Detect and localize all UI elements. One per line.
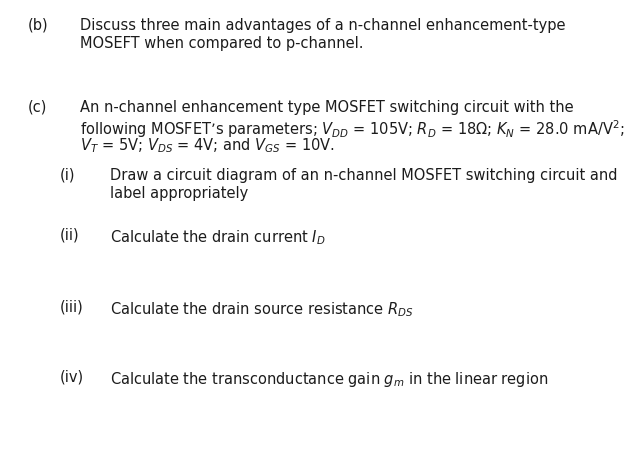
Text: Calculate the drain source resistance $R_{DS}$: Calculate the drain source resistance $R…	[110, 300, 413, 319]
Text: An n-channel enhancement type MOSFET switching circuit with the: An n-channel enhancement type MOSFET swi…	[80, 100, 574, 115]
Text: (i): (i)	[60, 168, 76, 183]
Text: MOSEFT when compared to p-channel.: MOSEFT when compared to p-channel.	[80, 36, 364, 51]
Text: Calculate the transconductance gain $g_m$ in the linear region: Calculate the transconductance gain $g_m…	[110, 370, 548, 389]
Text: label appropriately: label appropriately	[110, 186, 248, 201]
Text: (iv): (iv)	[60, 370, 84, 385]
Text: Discuss three main advantages of a n-channel enhancement-type: Discuss three main advantages of a n-cha…	[80, 18, 565, 33]
Text: Draw a circuit diagram of an n-channel MOSFET switching circuit and: Draw a circuit diagram of an n-channel M…	[110, 168, 618, 183]
Text: (c): (c)	[28, 100, 47, 115]
Text: $V_T$ = 5V; $V_{DS}$ = 4V; and $V_{GS}$ = 10V.: $V_T$ = 5V; $V_{DS}$ = 4V; and $V_{GS}$ …	[80, 136, 335, 155]
Text: (iii): (iii)	[60, 300, 84, 315]
Text: (ii): (ii)	[60, 228, 80, 243]
Text: (b): (b)	[28, 18, 48, 33]
Text: following MOSFET’s parameters; $V_{DD}$ = 105V; $R_D$ = 18Ω; $K_N$ = 28.0 mA/V$^: following MOSFET’s parameters; $V_{DD}$ …	[80, 118, 625, 140]
Text: Calculate the drain current $I_D$: Calculate the drain current $I_D$	[110, 228, 326, 247]
